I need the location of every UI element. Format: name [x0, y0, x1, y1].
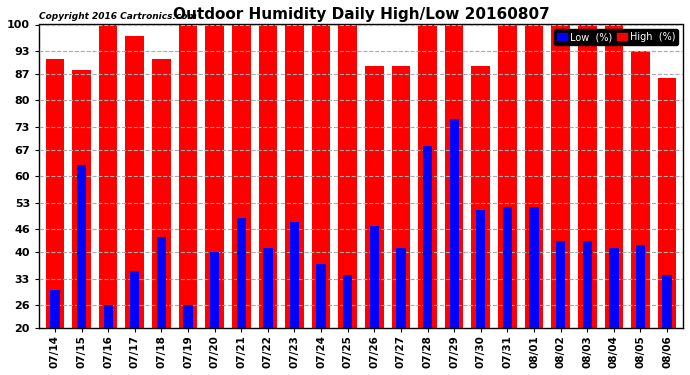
Bar — [206, 24, 224, 328]
Bar — [263, 248, 273, 328]
Bar — [72, 70, 91, 328]
Bar — [77, 165, 86, 328]
Bar — [449, 119, 459, 328]
Bar — [237, 218, 246, 328]
Bar — [524, 24, 543, 328]
Bar — [317, 264, 326, 328]
Bar — [529, 207, 539, 328]
Bar — [157, 237, 166, 328]
Bar — [126, 36, 144, 328]
Bar — [365, 66, 384, 328]
Bar — [609, 248, 618, 328]
Bar — [152, 58, 170, 328]
Bar — [179, 24, 197, 328]
Bar — [578, 24, 597, 328]
Bar — [418, 24, 437, 328]
Bar — [232, 24, 250, 328]
Bar — [338, 24, 357, 328]
Bar — [498, 24, 517, 328]
Bar — [392, 66, 411, 328]
Bar — [556, 241, 565, 328]
Bar — [445, 24, 464, 328]
Bar — [343, 275, 353, 328]
Title: Outdoor Humidity Daily High/Low 20160807: Outdoor Humidity Daily High/Low 20160807 — [172, 7, 549, 22]
Bar — [50, 290, 59, 328]
Bar — [423, 146, 432, 328]
Bar — [471, 66, 490, 328]
Legend: Low  (%), High  (%): Low (%), High (%) — [555, 29, 678, 45]
Bar — [285, 24, 304, 328]
Bar — [662, 275, 672, 328]
Bar — [551, 24, 570, 328]
Bar — [582, 241, 592, 328]
Bar — [104, 305, 113, 328]
Bar — [604, 24, 623, 328]
Bar — [210, 252, 219, 328]
Bar — [631, 51, 650, 328]
Bar — [370, 226, 379, 328]
Bar — [476, 210, 486, 328]
Bar — [503, 207, 512, 328]
Bar — [312, 24, 331, 328]
Text: Copyright 2016 Cartronics.com: Copyright 2016 Cartronics.com — [39, 12, 197, 21]
Bar — [290, 222, 299, 328]
Bar — [259, 24, 277, 328]
Bar — [130, 271, 139, 328]
Bar — [184, 305, 193, 328]
Bar — [99, 24, 117, 328]
Bar — [396, 248, 406, 328]
Bar — [635, 244, 645, 328]
Bar — [46, 58, 64, 328]
Bar — [658, 78, 676, 328]
